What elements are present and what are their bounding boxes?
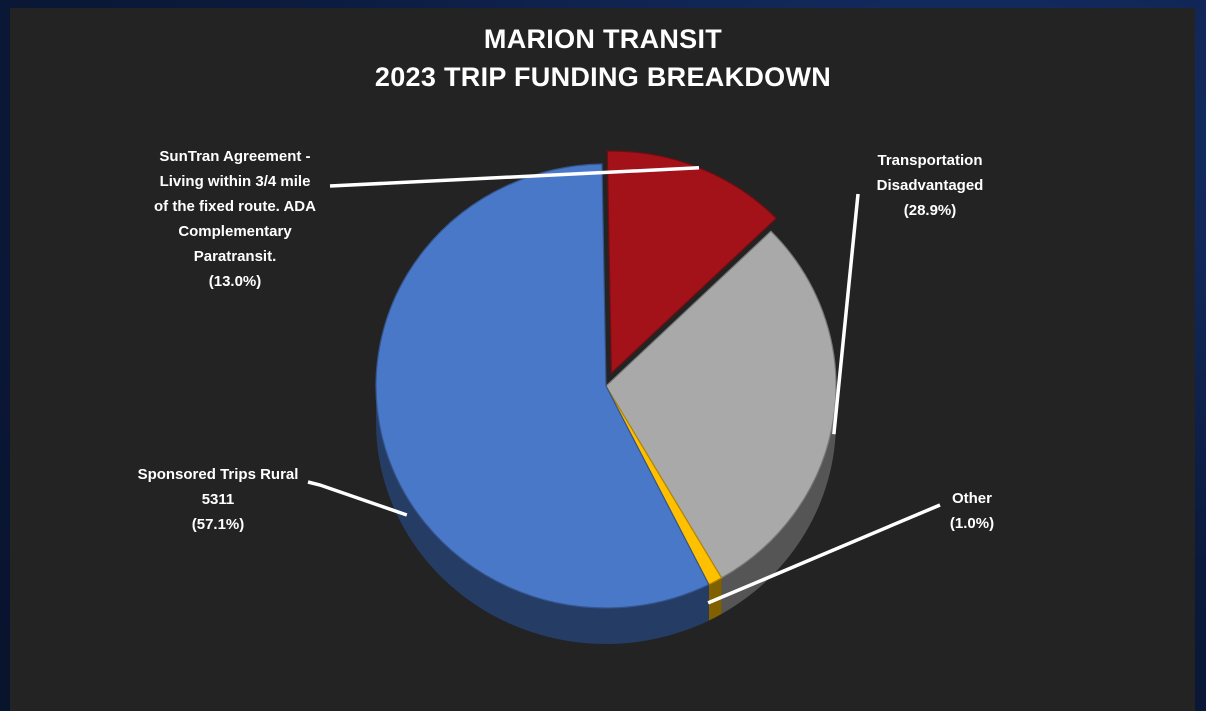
slice-label-suntran-line-1: SunTran Agreement - [159,148,311,165]
leader-line-transportation-disadvantaged [832,193,860,435]
leader-lines [307,166,941,605]
pie-side-sponsored-trips [376,386,709,645]
slice-label-other: Other (1.0%) [922,486,1022,536]
slice-label-td-line-2: Disadvantaged [876,177,984,194]
slice-percent-other: (1.0%) [949,515,995,532]
slice-label-sponsored-line-1: Sponsored Trips Rural [137,466,299,483]
chart-title-line-1: MARION TRANSIT [483,24,723,54]
slice-label-td-line-1: Transportation [877,152,983,169]
pie-slice-transportation-disadvantaged [605,230,837,579]
pie-slice-sponsored-trips [375,163,710,609]
pie-top-layer [375,150,837,609]
leader-line-sponsored-trips [307,480,408,517]
slice-percent-sponsored: (57.1%) [191,516,245,533]
slice-label-suntran-line-3: of the fixed route. ADA [154,198,316,215]
slice-label-sponsored-line-2: 5311 [201,491,235,508]
leader-line-suntran [329,166,700,188]
slice-label-suntran-line-4: Complementary [178,223,292,240]
slice-percent-suntran: (13.0%) [208,273,262,290]
leader-line-other [707,503,941,605]
chart-title: MARION TRANSIT 2023 TRIP FUNDING BREAKDO… [0,20,1206,96]
slice-label-other-line-1: Other [951,490,992,507]
chart-title-line-2: 2023 TRIP FUNDING BREAKDOWN [374,62,832,92]
slice-label-sponsored-trips: Sponsored Trips Rural 5311 (57.1%) [118,462,318,537]
slice-label-suntran-line-5: Paratransit. [193,248,277,265]
slice-label-transportation-disadvantaged: Transportation Disadvantaged (28.9%) [845,148,1015,223]
slice-percent-td: (28.9%) [903,202,957,219]
slice-label-suntran-line-2: Living within 3/4 mile [159,173,311,190]
slice-label-suntran: SunTran Agreement - Living within 3/4 mi… [120,144,350,294]
